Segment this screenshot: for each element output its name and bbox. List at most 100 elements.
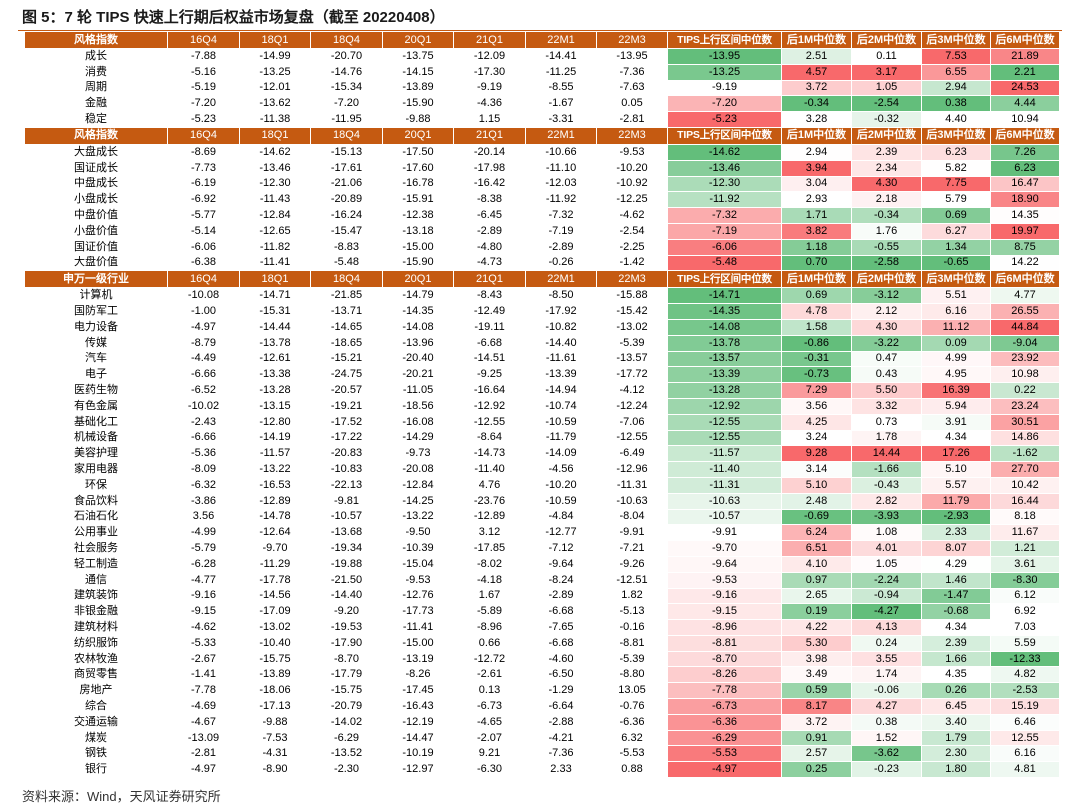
table-row: 稳定 -5.23 -11.38 -11.95 -9.88 1.15 -3.31 -2.81 -5… — [25, 112, 1060, 128]
table-cell: -9.88 — [240, 714, 311, 731]
table-cell: -14.35 — [383, 304, 454, 320]
table-cell: -5.19 — [168, 80, 240, 97]
row-label: 小盘成长 — [25, 192, 168, 209]
column-header: 20Q1 — [383, 127, 454, 145]
table-cell: -20.70 — [311, 49, 383, 65]
row-label: 大盘成长 — [25, 144, 168, 161]
table-cell: -13.78 — [240, 335, 311, 352]
table-cell: -7.88 — [168, 49, 240, 65]
table-cell: -5.13 — [597, 604, 668, 621]
heatmap-cell: 0.97 — [782, 572, 852, 589]
heatmap-cell: 4.82 — [991, 667, 1060, 684]
table-cell: -18.65 — [311, 335, 383, 352]
heatmap-cell: 5.50 — [852, 383, 922, 399]
heatmap-cell: 1.21 — [991, 541, 1060, 557]
table-cell: -16.24 — [311, 208, 383, 224]
heatmap-cell: 15.19 — [991, 699, 1060, 715]
table-cell: -14.40 — [311, 588, 383, 605]
heatmap-cell: 2.18 — [852, 192, 922, 209]
table-cell: -24.75 — [311, 367, 383, 384]
column-header: 18Q1 — [240, 127, 311, 145]
heatmap-cell: -7.19 — [668, 223, 782, 240]
table-cell: -9.26 — [597, 556, 668, 573]
table-cell: -11.05 — [383, 383, 454, 399]
heatmap-cell: -7.20 — [668, 96, 782, 113]
table-cell: -15.13 — [311, 144, 383, 161]
heatmap-cell: 6.16 — [991, 746, 1060, 763]
table-row: 环保 -6.32 -16.53 -22.13 -12.84 4.76 -10.20 -11.3… — [25, 477, 1060, 494]
table-cell: -13.28 — [240, 383, 311, 399]
heatmap-cell: 4.25 — [782, 414, 852, 431]
table-cell: -2.61 — [454, 667, 526, 684]
table-cell: -6.68 — [526, 635, 597, 652]
table-cell: -13.02 — [597, 319, 668, 336]
heatmap-cell: -8.70 — [668, 651, 782, 668]
table-cell: -9.25 — [454, 367, 526, 384]
heatmap-cell: 6.92 — [991, 604, 1060, 621]
table-cell: -20.89 — [311, 192, 383, 209]
heatmap-cell: 6.46 — [991, 714, 1060, 731]
heatmap-cell: 2.94 — [782, 144, 852, 161]
heatmap-cell: 4.27 — [852, 699, 922, 715]
table-cell: -9.88 — [383, 112, 454, 128]
table-cell: -10.19 — [383, 746, 454, 763]
heatmap-cell: -11.92 — [668, 192, 782, 209]
table-row: 纺织服饰 -5.33 -10.40 -17.90 -15.00 0.66 -6.68 -8.8… — [25, 635, 1060, 652]
table-cell: -11.29 — [240, 556, 311, 573]
heatmap-cell: 1.18 — [782, 239, 852, 256]
table-cell: 3.12 — [454, 525, 526, 542]
heatmap-cell: 0.19 — [782, 604, 852, 621]
table-body: 风格指数 16Q4 18Q1 18Q4 20Q1 21Q1 22M1 22M3 TIPS上行区间… — [25, 32, 1060, 779]
heatmap-cell: 4.57 — [782, 64, 852, 81]
column-header: 22M3 — [597, 127, 668, 145]
table-row: 非银金融 -9.15 -17.09 -9.20 -17.73 -5.89 -6.68 -5.1… — [25, 604, 1060, 621]
table-cell: -10.66 — [526, 144, 597, 161]
heatmap-cell: 7.03 — [991, 620, 1060, 636]
table-cell: -15.88 — [597, 288, 668, 305]
heatmap-cell: -3.62 — [852, 746, 922, 763]
table-cell: -9.81 — [311, 493, 383, 510]
column-header: 16Q4 — [168, 32, 240, 49]
heatmap-cell: -6.29 — [668, 730, 782, 747]
table-cell: -11.92 — [526, 192, 597, 209]
column-header: 22M1 — [526, 271, 597, 289]
table-cell: -8.80 — [597, 667, 668, 684]
heatmap-cell: 14.44 — [852, 446, 922, 463]
row-label: 建筑装饰 — [25, 588, 168, 605]
table-cell: -17.22 — [311, 430, 383, 447]
heatmap-cell: -11.40 — [668, 462, 782, 478]
column-header: TIPS上行区间中位数 — [668, 127, 782, 145]
heatmap-cell: 8.18 — [991, 509, 1060, 526]
row-label: 房地产 — [25, 683, 168, 700]
table-cell: -12.77 — [526, 525, 597, 542]
row-label: 基础化工 — [25, 414, 168, 431]
table-cell: -20.79 — [311, 699, 383, 715]
table-cell: -14.44 — [240, 319, 311, 336]
table-cell: -6.32 — [168, 477, 240, 494]
heatmap-cell: -12.55 — [668, 430, 782, 447]
table-cell: -20.21 — [383, 367, 454, 384]
table-cell: -8.64 — [454, 430, 526, 447]
heatmap-cell: 1.76 — [852, 223, 922, 240]
row-label: 消费 — [25, 64, 168, 81]
table-cell: -13.22 — [383, 509, 454, 526]
table-cell: -11.41 — [240, 255, 311, 272]
table-row: 石油石化 3.56 -14.78 -10.57 -13.22 -12.89 -4.84 -8.… — [25, 509, 1060, 526]
table-row: 建筑材料 -4.62 -13.02 -19.53 -11.41 -8.96 -7.65 -0.… — [25, 620, 1060, 636]
row-label: 建筑材料 — [25, 620, 168, 636]
table-cell: -9.16 — [168, 588, 240, 605]
table-cell: -0.16 — [597, 620, 668, 636]
heatmap-cell: -13.78 — [668, 335, 782, 352]
heatmap-cell: -12.30 — [668, 176, 782, 193]
table-cell: -14.51 — [454, 351, 526, 368]
heatmap-cell: 3.56 — [782, 398, 852, 415]
heatmap-cell: 3.72 — [782, 714, 852, 731]
heatmap-cell: 16.39 — [922, 383, 991, 399]
heatmap-cell: 0.25 — [782, 762, 852, 779]
column-header: 后3M中位数 — [922, 271, 991, 289]
table-cell: -8.26 — [383, 667, 454, 684]
table-cell: -4.21 — [526, 730, 597, 747]
heatmap-cell: -13.28 — [668, 383, 782, 399]
table-cell: -7.32 — [526, 208, 597, 224]
row-label: 机械设备 — [25, 430, 168, 447]
